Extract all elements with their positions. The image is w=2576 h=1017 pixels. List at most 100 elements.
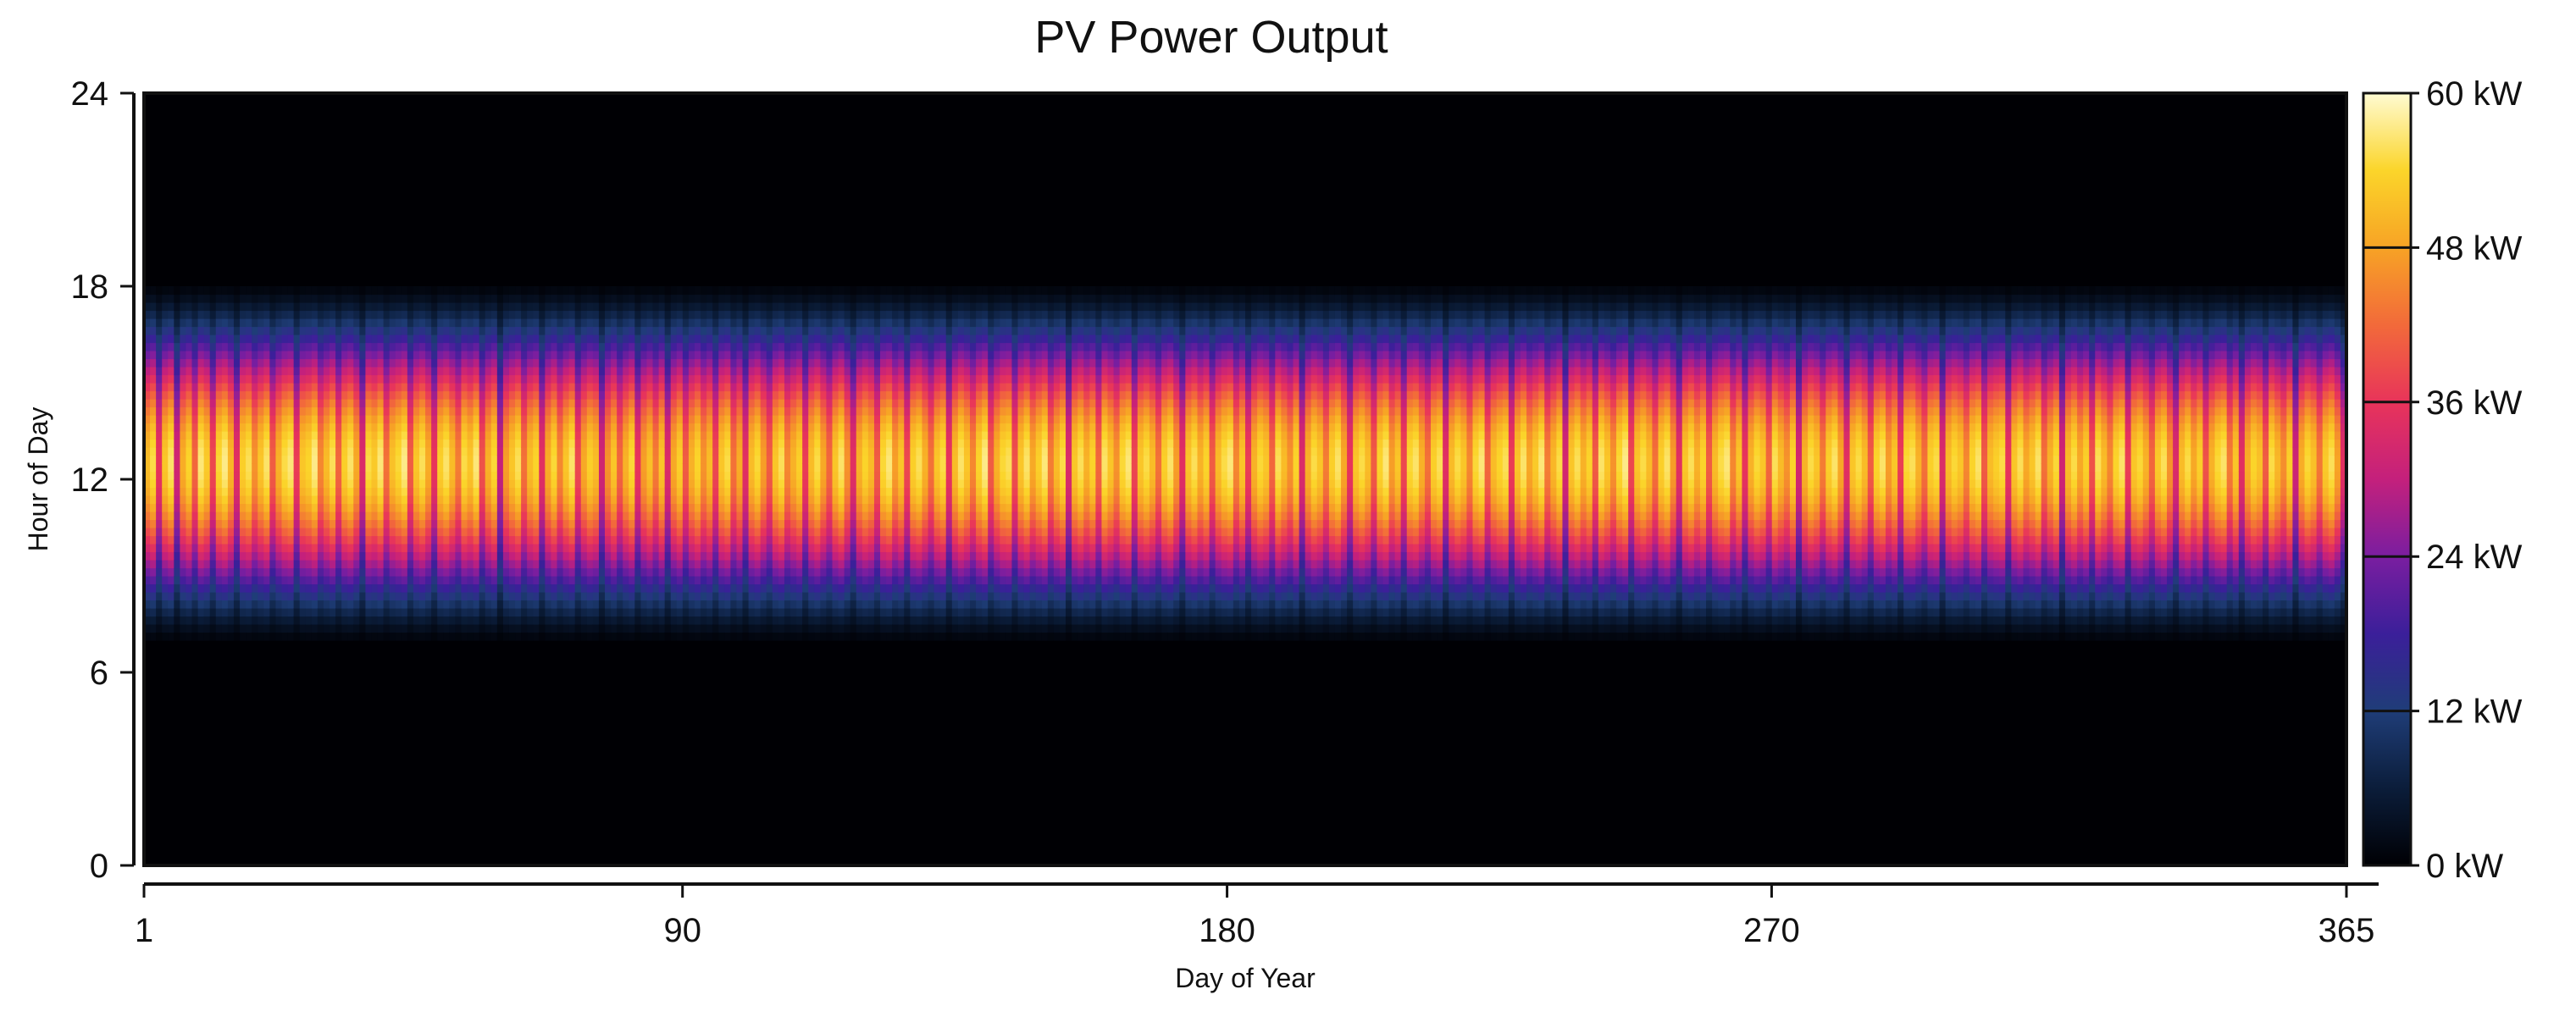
- heatmap-cell: [796, 455, 803, 464]
- heatmap-cell: [317, 455, 324, 464]
- heatmap-cell: [389, 551, 396, 561]
- heatmap-cell: [203, 616, 211, 625]
- heatmap-cell: [258, 326, 264, 335]
- heatmap-cell: [682, 423, 690, 432]
- heatmap-cell: [215, 608, 223, 617]
- heatmap-cell: [580, 374, 588, 384]
- heatmap-cell: [539, 431, 546, 440]
- heatmap-cell: [431, 351, 438, 360]
- heatmap-cell: [629, 600, 635, 609]
- heatmap-cell: [586, 487, 594, 496]
- heatmap-cell: [557, 503, 564, 512]
- heatmap-cell: [395, 535, 402, 544]
- heatmap-cell: [724, 294, 731, 303]
- heatmap-cell: [431, 286, 438, 296]
- heatmap-cell: [617, 390, 623, 400]
- heatmap-cell: [760, 495, 767, 505]
- heatmap-cell: [365, 503, 373, 512]
- heatmap-cell: [652, 455, 660, 464]
- heatmap-cell: [736, 632, 744, 641]
- heatmap-cell: [311, 455, 319, 464]
- heatmap-cell: [634, 544, 642, 553]
- heatmap-cell: [562, 551, 570, 561]
- heatmap-cell: [341, 431, 348, 440]
- heatmap-cell: [701, 463, 707, 473]
- heatmap-cell: [712, 535, 719, 544]
- heatmap-cell: [527, 431, 534, 440]
- heatmap-cell: [766, 390, 773, 400]
- heatmap-cell: [701, 576, 707, 585]
- heatmap-cell: [353, 334, 360, 344]
- heatmap-cell: [258, 423, 264, 432]
- heatmap-cell: [754, 455, 762, 464]
- heatmap-cell: [682, 583, 690, 593]
- heatmap-cell: [407, 544, 414, 553]
- heatmap-cell: [646, 576, 654, 585]
- heatmap-cell: [168, 286, 175, 296]
- heatmap-cell: [695, 326, 701, 335]
- heatmap-cell: [317, 551, 324, 561]
- heatmap-cell: [580, 318, 588, 328]
- heatmap-cell: [748, 544, 756, 553]
- heatmap-cell: [515, 294, 522, 303]
- heatmap-cell: [652, 447, 660, 456]
- heatmap-cell: [467, 471, 474, 480]
- heatmap-cell: [209, 358, 217, 368]
- heatmap-cell: [688, 624, 695, 633]
- heatmap-cell: [814, 519, 821, 528]
- heatmap-cell: [330, 608, 336, 617]
- heatmap-cell: [730, 390, 738, 400]
- heatmap-cell: [490, 511, 498, 521]
- heatmap-cell: [496, 463, 504, 473]
- heatmap-cell: [574, 463, 582, 473]
- heatmap-cell: [808, 302, 815, 312]
- heatmap-cell: [227, 503, 235, 512]
- heatmap-cell: [413, 358, 420, 368]
- heatmap-cell: [335, 367, 342, 376]
- heatmap-cell: [814, 583, 821, 593]
- heatmap-cell: [814, 624, 821, 633]
- heatmap-cell: [479, 399, 486, 408]
- heatmap-cell: [670, 367, 678, 376]
- heatmap-cell: [640, 519, 648, 528]
- heatmap-cell: [377, 351, 385, 360]
- heatmap-cell: [246, 455, 252, 464]
- heatmap-cell: [539, 399, 546, 408]
- heatmap-cell: [281, 576, 289, 585]
- heatmap-cell: [227, 390, 235, 400]
- heatmap-cell: [162, 519, 169, 528]
- heatmap-cell: [742, 544, 750, 553]
- heatmap-cell: [437, 415, 444, 424]
- heatmap-cell: [760, 390, 767, 400]
- heatmap-cell: [180, 583, 187, 593]
- heatmap-cell: [377, 576, 385, 585]
- heatmap-cell: [778, 439, 785, 448]
- heatmap-cell: [449, 583, 456, 593]
- heatmap-cell: [233, 544, 241, 553]
- heatmap-cell: [359, 600, 367, 609]
- heatmap-cell: [496, 608, 504, 617]
- heatmap-cell: [461, 334, 468, 344]
- heatmap-cell: [508, 616, 516, 625]
- heatmap-cell: [754, 326, 762, 335]
- heatmap-cell: [221, 463, 229, 473]
- heatmap-cell: [401, 624, 408, 633]
- heatmap-cell: [305, 294, 313, 303]
- heatmap-cell: [820, 583, 828, 593]
- heatmap-cell: [580, 447, 588, 456]
- heatmap-cell: [252, 624, 258, 633]
- heatmap-cell: [203, 567, 211, 577]
- heatmap-cell: [658, 535, 666, 544]
- heatmap-cell: [748, 528, 756, 537]
- heatmap-cell: [299, 544, 307, 553]
- heatmap-cell: [742, 583, 750, 593]
- heatmap-cell: [437, 487, 444, 496]
- heatmap-cell: [533, 342, 540, 351]
- heatmap-cell: [156, 632, 163, 641]
- heatmap-cell: [748, 600, 756, 609]
- heatmap-cell: [664, 406, 672, 416]
- heatmap-cell: [605, 600, 612, 609]
- heatmap-cell: [670, 544, 678, 553]
- heatmap-cell: [431, 495, 438, 505]
- heatmap-cell: [551, 624, 558, 633]
